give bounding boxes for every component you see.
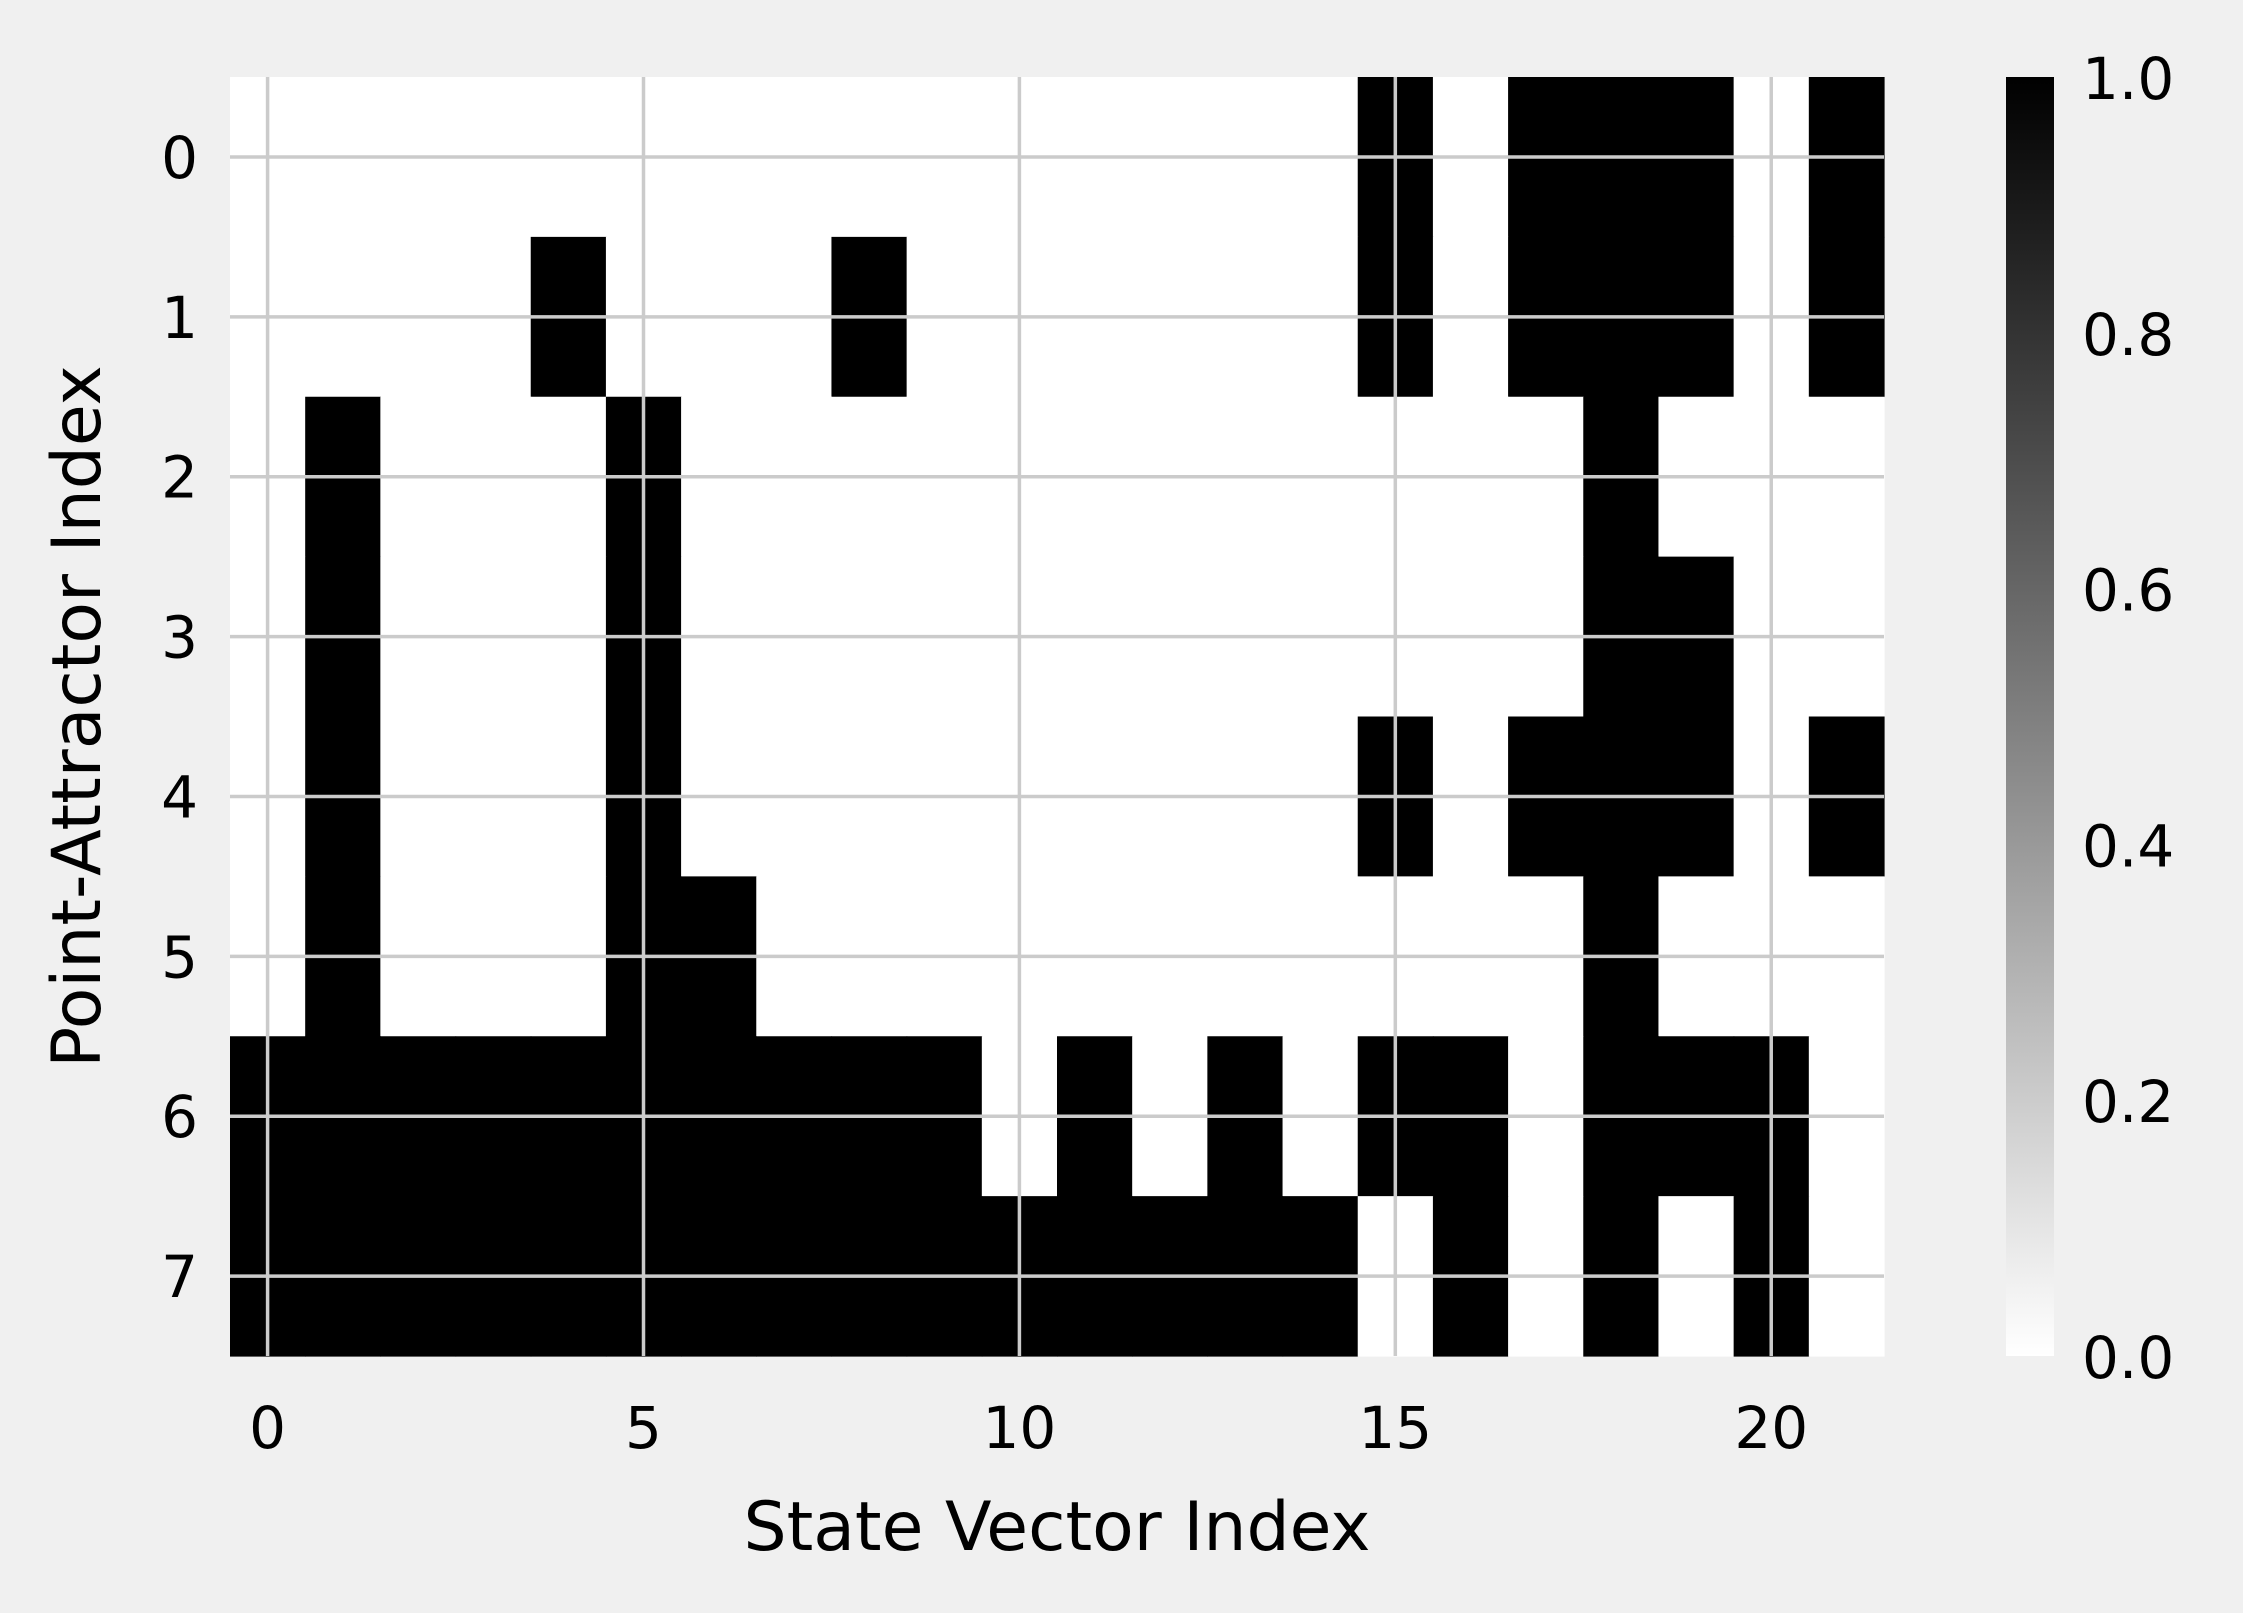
y-tick-label-2: 2 (161, 444, 198, 512)
colorbar-tick-label-0.0: 0.0 (2082, 1324, 2174, 1392)
heatmap-cells (230, 77, 1885, 1357)
colorbar-tick-label-0.2: 0.2 (2082, 1068, 2174, 1136)
colorbar-tick-label-0.4: 0.4 (2082, 812, 2174, 880)
y-axis-label: Point-Attractor Index (38, 365, 117, 1068)
y-tick-label-4: 4 (161, 763, 198, 831)
x-tick-label-20: 20 (1734, 1394, 1808, 1462)
y-axis-ticks: 0 1 2 3 4 5 6 7 (161, 124, 198, 1311)
x-tick-label-10: 10 (983, 1394, 1057, 1462)
colorbar-ticks: 0.0 0.2 0.4 0.6 0.8 1.0 (2082, 45, 2174, 1392)
y-tick-label-5: 5 (161, 923, 198, 991)
grid-lines (230, 77, 1884, 1356)
y-tick-label-1: 1 (161, 284, 198, 352)
colorbar (2006, 77, 2054, 1356)
y-tick-label-3: 3 (161, 604, 198, 672)
x-axis-label: State Vector Index (743, 1488, 1370, 1567)
x-axis-ticks: 0 5 10 15 20 (249, 1394, 1808, 1462)
x-tick-label-15: 15 (1358, 1394, 1432, 1462)
colorbar-tick-label-0.6: 0.6 (2082, 557, 2174, 625)
x-tick-label-0: 0 (249, 1394, 286, 1462)
y-tick-label-6: 6 (161, 1083, 198, 1151)
colorbar-tick-label-0.8: 0.8 (2082, 301, 2174, 369)
colorbar-tick-label-1.0: 1.0 (2082, 45, 2174, 113)
y-tick-label-0: 0 (161, 124, 198, 192)
x-tick-label-5: 5 (625, 1394, 662, 1462)
y-tick-label-7: 7 (161, 1243, 198, 1311)
